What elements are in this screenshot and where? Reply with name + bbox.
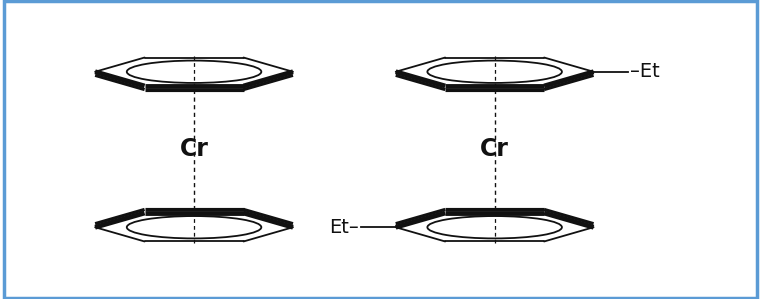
Text: Et–: Et– (329, 218, 359, 237)
Text: Cr: Cr (180, 138, 209, 161)
Text: –Et: –Et (631, 62, 661, 81)
Text: Cr: Cr (480, 138, 509, 161)
